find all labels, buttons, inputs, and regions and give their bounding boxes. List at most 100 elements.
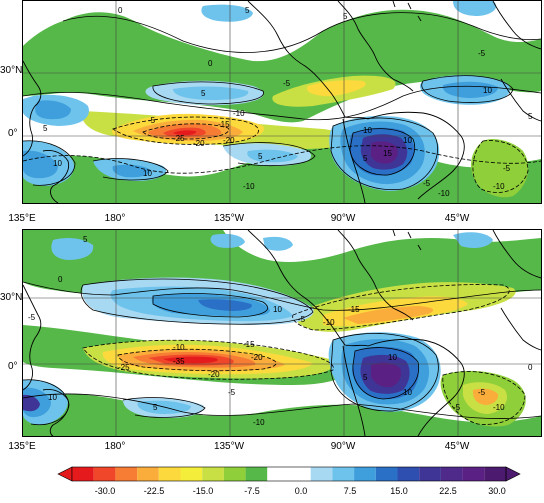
contour-label: -10 (233, 109, 245, 118)
colorbar-swatch (289, 467, 311, 481)
contour-label: 5 (153, 403, 158, 412)
colorbar-tick-label: 30.0 (488, 486, 506, 496)
contour-labels-bottom: 5 -5 0 -5 -10 -15 -10 -15 -20 -25 -35 -2… (28, 235, 533, 427)
lat-label-eq-top: 0° (8, 128, 18, 139)
contour-label: 15 (383, 149, 392, 158)
contour-label: 10 (483, 86, 492, 95)
contour-label: -25 (118, 363, 130, 372)
contour-label: 10 (273, 305, 282, 314)
lat-label-30n-bottom: 30°N (0, 292, 23, 303)
contour-label: -5 (283, 79, 291, 88)
contour-label: -20 (208, 370, 220, 379)
contour-label: 5 (245, 6, 250, 15)
contour-label: -10 (243, 182, 255, 191)
contours-bottom (23, 278, 541, 426)
lon-label-90w-top: 90°W (330, 213, 356, 224)
lon-label-135w-bottom: 135°W (213, 441, 245, 452)
colorbar-swatch (158, 467, 181, 481)
contour-label: -10 (253, 418, 265, 427)
contour-label: 0 (118, 6, 123, 15)
contour-label: 10 (363, 126, 372, 135)
colorbar-tick-label: 15.0 (390, 486, 408, 496)
colorbar-swatch (72, 467, 94, 481)
colorbar-swatch (202, 467, 224, 481)
contour-label: -5 (228, 388, 236, 397)
map-field-top: 0 0 5 5 5 10 5 -5 -5 -10 -15 -20 -20 -25… (23, 1, 541, 203)
contour-label: 5 (258, 152, 263, 161)
colorbar-extend-high (505, 466, 521, 482)
colorbar-swatch (180, 467, 203, 481)
lat-label-30n-top: 30°N (0, 65, 23, 76)
contour-label: -25 (173, 134, 185, 143)
contour-label: 0 (208, 59, 213, 68)
contour-label: -5 (478, 388, 486, 397)
contour-label: -5 (28, 313, 36, 322)
contour-labels-top: 0 0 5 5 5 10 5 -5 -5 -10 -15 -20 -20 -25… (43, 6, 533, 198)
colorbar-outline (71, 466, 507, 482)
colorbar-tick-label: 7.5 (343, 486, 357, 496)
colorbar-swatch (462, 467, 485, 481)
colorbar-swatch (332, 467, 355, 481)
contour-label: -5 (503, 164, 511, 173)
lon-label-180-bottom: 180° (104, 441, 126, 452)
contour-label: 5 (363, 154, 368, 163)
colorbar-swatch (354, 467, 376, 481)
colorbar-swatch (245, 467, 268, 481)
colorbar-tick-label: -30.0 (94, 486, 116, 496)
lon-label-45w-top: 45°W (444, 213, 470, 224)
lat-label-eq-bottom: 0° (8, 361, 18, 372)
colorbar-tick-label: -15.0 (192, 486, 214, 496)
colorbar-tick-labels: -30.0 -22.5 -15.0 -7.5 0.0 7.5 15.0 22.5 30.0 (0, 486, 544, 500)
contour-label: -20 (251, 353, 263, 362)
contour-label: -5 (423, 179, 431, 188)
contour-label: -10 (173, 343, 185, 352)
contours-top (23, 12, 541, 193)
contour-label: -10 (493, 403, 505, 412)
contour-label: 0 (528, 363, 533, 372)
colorbar-swatch (115, 467, 138, 481)
lon-label-45w-bottom: 45°W (444, 441, 470, 452)
colorbar-tick-label: 0.0 (294, 486, 308, 496)
colorbar-swatch (137, 467, 159, 481)
contour-label: -15 (348, 305, 360, 314)
contour-label: 5 (43, 124, 48, 133)
colorbar-tick-label: -22.5 (143, 486, 165, 496)
contour-label: -15 (243, 340, 255, 349)
contour-label: 5 (363, 373, 368, 382)
colorbar-swatch (267, 467, 289, 481)
contour-label: -10 (323, 318, 335, 327)
contour-label: 10 (143, 169, 152, 178)
contour-label: 10 (53, 159, 62, 168)
contour-label: -10 (493, 182, 505, 191)
colorbar-swatch (440, 467, 463, 481)
colorbar-extend-low (57, 466, 73, 482)
lon-label-90w-bottom: 90°W (330, 441, 356, 452)
contour-label: 10 (388, 353, 397, 362)
colorbar (57, 466, 521, 482)
contour-label: -5 (298, 315, 306, 324)
colorbar-tick-label: -7.5 (244, 486, 260, 496)
contour-label: 10 (48, 393, 57, 402)
contour-label: 5 (201, 89, 206, 98)
colorbar-swatch (93, 467, 116, 481)
colorbar-swatch (484, 467, 506, 481)
map-field-bottom: 5 -5 0 -5 -10 -15 -10 -15 -20 -25 -35 -2… (23, 230, 541, 436)
contour-label: 5 (343, 12, 348, 21)
contour-label: 10 (403, 388, 412, 397)
map-panel-bottom: 5 -5 0 -5 -10 -15 -10 -15 -20 -25 -35 -2… (22, 229, 542, 437)
coastlines-bottom (23, 230, 541, 436)
map-panel-top: 0 0 5 5 5 10 5 -5 -5 -10 -15 -20 -20 -25… (22, 0, 542, 204)
contour-label: -5 (478, 49, 486, 58)
contour-label: -20 (223, 136, 235, 145)
contour-label: -35 (173, 357, 185, 366)
contour-label: -5 (148, 116, 156, 125)
colorbar-swatch (375, 467, 398, 481)
colorbar-swatch (397, 467, 420, 481)
lon-label-135e-bottom: 135°E (8, 441, 36, 452)
colorbar-swatch (310, 467, 333, 481)
contour-label: 0 (58, 275, 63, 284)
contour-label: -5 (453, 403, 461, 412)
coastlines-top (23, 1, 541, 203)
colorbar-tick-label: 22.5 (439, 486, 457, 496)
contour-label: -10 (438, 189, 450, 198)
